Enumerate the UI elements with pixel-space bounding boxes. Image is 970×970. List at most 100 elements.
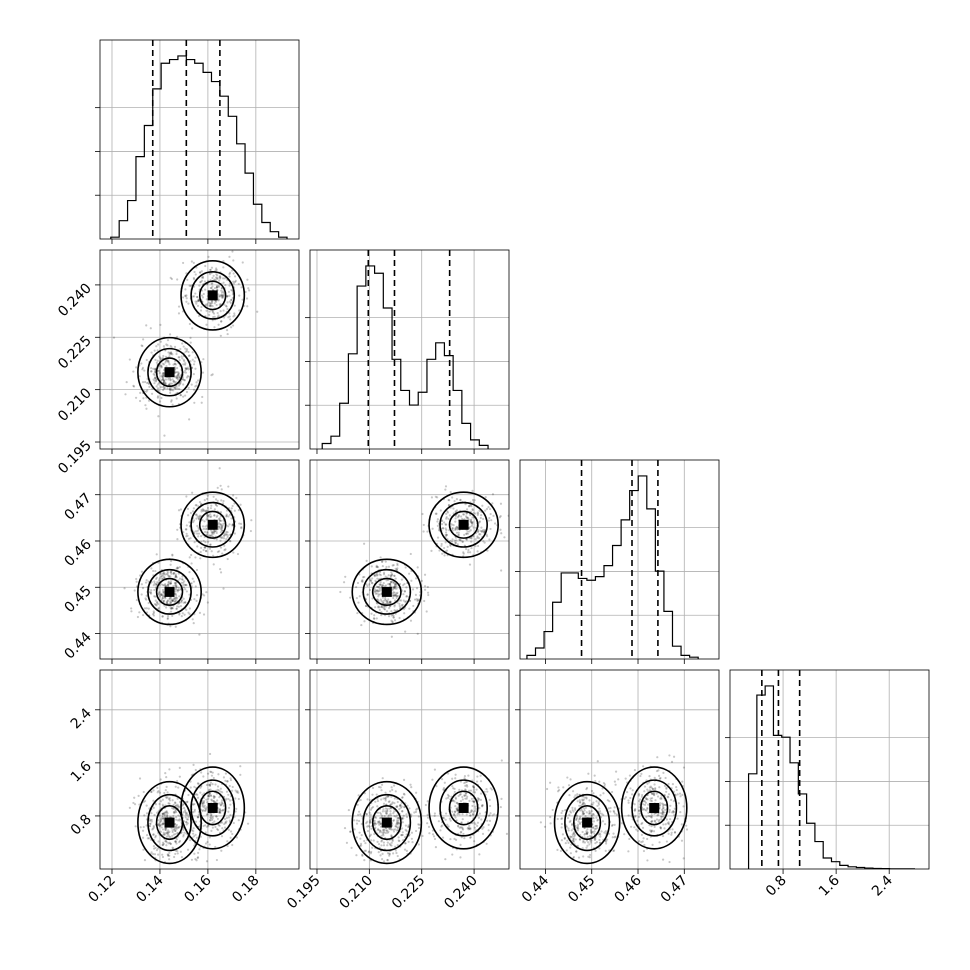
sample-point: [431, 778, 434, 781]
sample-point: [237, 797, 240, 801]
sample-point: [377, 585, 380, 589]
contour-1-2: [640, 790, 669, 826]
sample-point: [388, 854, 391, 857]
sample-point: [156, 600, 159, 604]
sample-point: [476, 797, 480, 800]
sample-point: [192, 261, 195, 264]
sample-point: [209, 788, 212, 791]
sample-point: [678, 792, 682, 795]
sample-point: [479, 792, 483, 795]
contour-1-2: [448, 510, 479, 539]
sample-point: [170, 352, 173, 355]
sample-point: [682, 766, 686, 769]
sample-point: [197, 314, 201, 318]
sample-point: [500, 797, 503, 800]
sample-point: [176, 374, 180, 377]
sample-point: [357, 794, 360, 797]
sample-point: [206, 516, 209, 519]
sample-point: [457, 514, 461, 517]
sample-point: [650, 829, 653, 832]
sample-point: [201, 525, 205, 528]
sample-point: [192, 829, 195, 833]
sample-point: [155, 345, 158, 348]
sample-point: [148, 824, 152, 828]
contour-0-2: [371, 805, 402, 841]
sample-point: [454, 777, 457, 780]
sample-point: [400, 604, 404, 607]
sample-point: [176, 590, 179, 593]
sample-point: [367, 850, 371, 853]
sample-point: [166, 387, 169, 390]
sample-point: [442, 786, 446, 790]
sample-point: [478, 509, 481, 512]
sample-point: [159, 340, 162, 343]
sample-point: [211, 771, 214, 774]
sample-point: [168, 835, 171, 838]
sample-point: [217, 299, 220, 302]
sample-point: [225, 514, 228, 517]
sample-point: [153, 580, 156, 583]
sample-point: [657, 813, 660, 817]
sample-point: [144, 581, 148, 584]
sample-point: [160, 575, 163, 578]
sample-point: [189, 780, 192, 783]
sample-point: [201, 276, 205, 279]
mode-marker-1: [207, 290, 218, 301]
x-tick-label: 0.195: [284, 873, 324, 913]
sample-point: [231, 504, 234, 508]
sample-point: [215, 268, 218, 271]
sample-point: [401, 827, 404, 830]
sample-point: [237, 509, 240, 512]
sample-point: [197, 782, 200, 785]
sample-point: [159, 385, 163, 389]
sample-point: [208, 534, 211, 537]
sample-point: [170, 399, 173, 402]
sample-point: [399, 606, 402, 609]
sample-point: [476, 775, 479, 778]
sample-point: [171, 614, 174, 618]
sample-point: [463, 781, 466, 785]
sample-point: [210, 374, 213, 377]
sample-point: [215, 286, 219, 289]
sample-point: [399, 599, 403, 602]
sample-point: [461, 517, 464, 520]
sample-point: [157, 823, 160, 827]
sample-point: [229, 830, 233, 833]
sample-point: [370, 565, 373, 568]
sample-point: [660, 815, 663, 818]
sample-point: [452, 524, 455, 527]
sample-point: [246, 278, 249, 281]
sample-point: [229, 302, 233, 305]
sample-point: [576, 844, 579, 847]
sample-point: [680, 823, 683, 826]
sample-point: [612, 810, 616, 814]
mode-marker-1: [207, 802, 218, 813]
axes-frame: [99, 249, 300, 450]
sample-point: [592, 792, 595, 795]
sample-point: [379, 811, 382, 814]
sample-point: [182, 811, 185, 814]
sample-point: [581, 810, 584, 813]
sample-point: [177, 605, 180, 608]
sample-point: [445, 517, 448, 520]
sample-point: [475, 788, 478, 791]
sample-point: [228, 255, 231, 258]
sample-point: [178, 775, 181, 778]
sample-point: [364, 849, 367, 852]
sample-point: [591, 826, 595, 829]
sample-point: [167, 584, 170, 587]
sample-point: [587, 812, 590, 815]
sample-point: [447, 517, 450, 520]
sample-point: [233, 304, 236, 307]
sample-point: [162, 388, 165, 392]
sample-point: [218, 517, 221, 520]
sample-point: [440, 544, 443, 547]
sample-point: [174, 823, 177, 826]
sample-point: [172, 363, 175, 366]
sample-point: [666, 795, 669, 798]
sample-point: [166, 571, 169, 575]
sample-point: [220, 801, 223, 804]
sample-point: [161, 597, 164, 600]
sample-point: [235, 807, 238, 810]
sample-point: [224, 548, 227, 551]
